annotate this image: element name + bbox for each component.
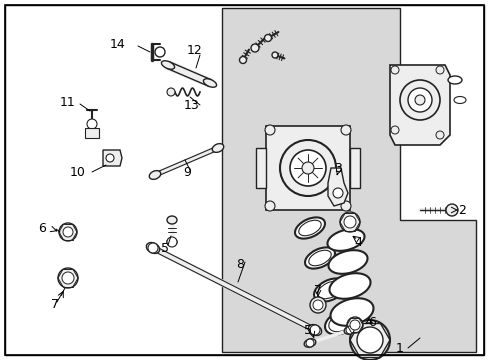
Circle shape xyxy=(435,131,443,139)
Ellipse shape xyxy=(317,281,342,299)
Polygon shape xyxy=(327,168,347,206)
Circle shape xyxy=(340,201,350,211)
Circle shape xyxy=(309,325,319,335)
Ellipse shape xyxy=(212,144,224,152)
Circle shape xyxy=(349,320,389,360)
Polygon shape xyxy=(389,65,449,145)
Text: 3: 3 xyxy=(333,162,341,175)
Ellipse shape xyxy=(149,171,161,179)
Text: 10: 10 xyxy=(70,166,86,179)
Ellipse shape xyxy=(453,96,465,104)
Ellipse shape xyxy=(327,229,364,251)
Circle shape xyxy=(250,44,259,52)
Circle shape xyxy=(59,223,77,241)
Ellipse shape xyxy=(294,217,325,239)
Circle shape xyxy=(264,201,274,211)
Ellipse shape xyxy=(161,61,174,69)
Circle shape xyxy=(340,125,350,135)
Text: 7: 7 xyxy=(313,284,321,297)
Text: 13: 13 xyxy=(184,99,200,112)
Circle shape xyxy=(332,188,342,198)
Ellipse shape xyxy=(325,310,358,334)
Circle shape xyxy=(63,227,73,237)
Polygon shape xyxy=(222,8,475,352)
Ellipse shape xyxy=(167,238,177,246)
Ellipse shape xyxy=(344,326,355,334)
Circle shape xyxy=(399,80,439,120)
Text: 1: 1 xyxy=(395,342,403,355)
Text: 6: 6 xyxy=(367,315,375,328)
Circle shape xyxy=(309,297,325,313)
Circle shape xyxy=(87,119,97,129)
Circle shape xyxy=(445,204,457,216)
Polygon shape xyxy=(256,148,265,188)
Circle shape xyxy=(264,35,271,41)
Circle shape xyxy=(289,150,325,186)
Circle shape xyxy=(264,125,274,135)
Ellipse shape xyxy=(146,243,159,253)
Ellipse shape xyxy=(308,250,330,266)
Ellipse shape xyxy=(447,76,461,84)
Ellipse shape xyxy=(308,324,321,336)
Circle shape xyxy=(312,300,323,310)
Ellipse shape xyxy=(313,278,346,302)
Ellipse shape xyxy=(328,312,354,332)
Circle shape xyxy=(148,243,158,253)
Circle shape xyxy=(305,339,313,347)
Ellipse shape xyxy=(330,298,373,326)
Circle shape xyxy=(280,140,335,196)
Text: 4: 4 xyxy=(353,235,361,248)
Circle shape xyxy=(414,95,424,105)
Circle shape xyxy=(271,52,278,58)
Polygon shape xyxy=(103,150,122,166)
Circle shape xyxy=(62,272,74,284)
Circle shape xyxy=(239,57,246,63)
Circle shape xyxy=(58,268,78,288)
Circle shape xyxy=(356,327,382,353)
Ellipse shape xyxy=(298,220,321,236)
Ellipse shape xyxy=(304,339,315,347)
Text: 8: 8 xyxy=(236,258,244,271)
Circle shape xyxy=(167,88,175,96)
Circle shape xyxy=(106,154,114,162)
Ellipse shape xyxy=(167,216,177,224)
Circle shape xyxy=(349,320,359,330)
Text: 5: 5 xyxy=(161,242,169,255)
Circle shape xyxy=(407,88,431,112)
Circle shape xyxy=(390,126,398,134)
Ellipse shape xyxy=(329,273,370,299)
Text: 11: 11 xyxy=(60,95,76,108)
Polygon shape xyxy=(85,128,99,138)
Polygon shape xyxy=(349,148,359,188)
Ellipse shape xyxy=(328,250,367,274)
Text: 5: 5 xyxy=(304,324,311,337)
Text: 9: 9 xyxy=(183,166,190,179)
Ellipse shape xyxy=(305,247,334,269)
Text: 7: 7 xyxy=(51,298,59,311)
Circle shape xyxy=(167,237,177,247)
Polygon shape xyxy=(265,126,349,210)
Circle shape xyxy=(155,47,164,57)
Ellipse shape xyxy=(203,79,216,87)
Circle shape xyxy=(302,162,313,174)
Circle shape xyxy=(346,326,353,334)
Text: 2: 2 xyxy=(457,203,465,216)
Text: 14: 14 xyxy=(110,37,125,50)
Circle shape xyxy=(346,317,362,333)
Circle shape xyxy=(435,66,443,74)
Text: 6: 6 xyxy=(38,221,46,234)
Text: 12: 12 xyxy=(187,44,203,57)
Circle shape xyxy=(343,216,355,228)
Circle shape xyxy=(390,66,398,74)
Circle shape xyxy=(339,212,359,232)
